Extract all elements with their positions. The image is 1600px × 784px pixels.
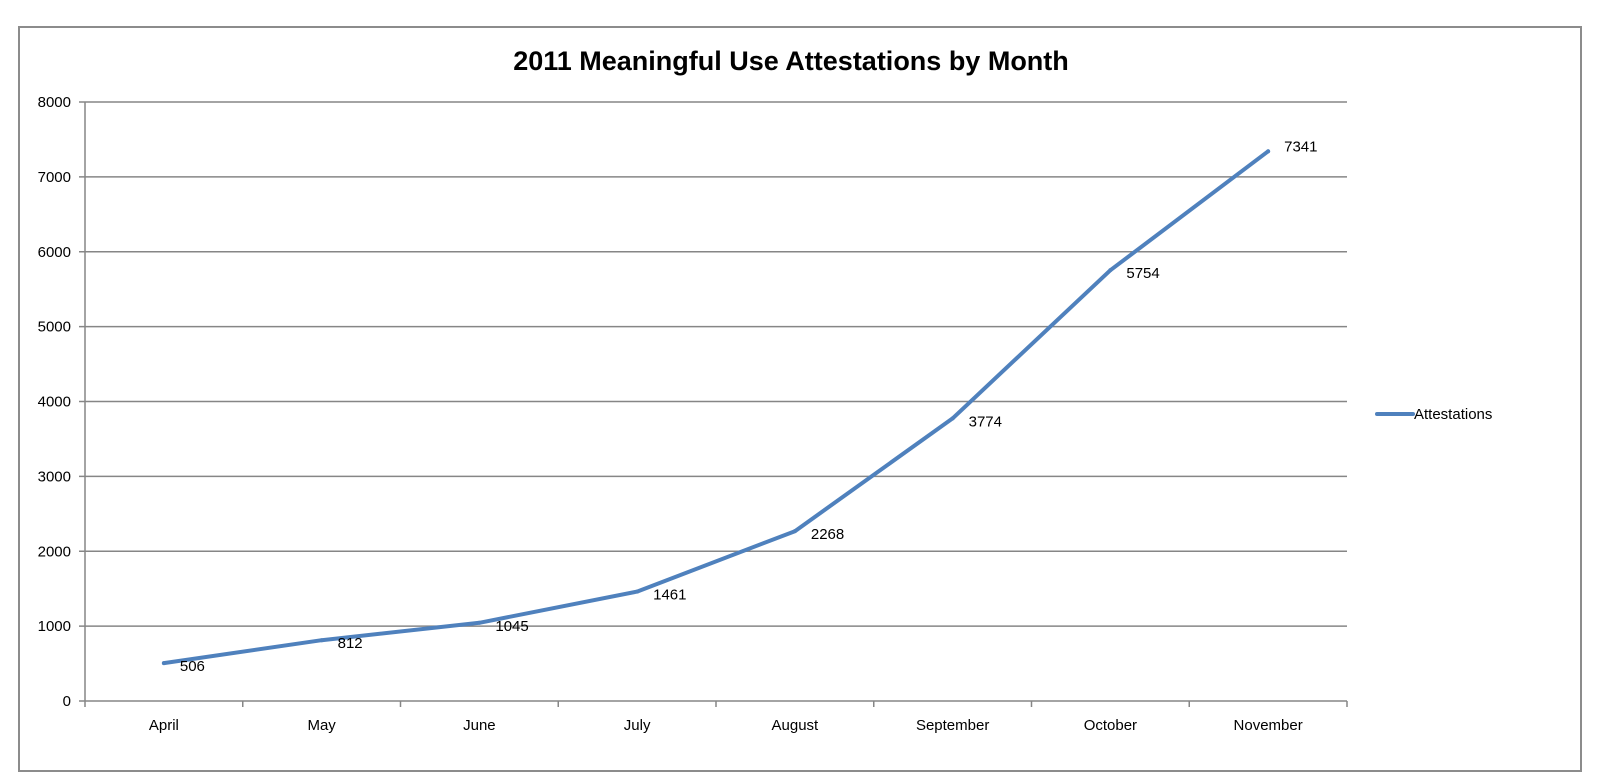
data-point-august <box>792 529 797 534</box>
y-tick-label: 0 <box>63 693 71 710</box>
axes <box>79 101 1348 707</box>
x-tick-label-october: October <box>1084 717 1137 734</box>
grid-lines <box>85 101 1347 627</box>
data-point-june <box>477 620 482 625</box>
x-tick-label-april: April <box>149 717 179 734</box>
y-axis-tick-labels: 0 1000 2000 3000 4000 5000 6000 7000 8000 <box>38 94 71 710</box>
data-point-november <box>1266 149 1271 154</box>
y-tick-label: 4000 <box>38 394 71 411</box>
data-label-june: 1045 <box>495 618 528 635</box>
data-label-july: 1461 <box>653 587 686 604</box>
chart-title: 2011 Meaningful Use Attestations by Mont… <box>513 46 1069 76</box>
data-point-april <box>161 661 166 666</box>
data-label-may: 812 <box>338 635 363 652</box>
data-label-november: 7341 <box>1284 138 1317 155</box>
y-tick-label: 5000 <box>38 319 71 336</box>
x-axis-tick-labels: April May June July August September October No… <box>149 717 1303 734</box>
data-point-september <box>950 416 955 421</box>
x-tick-label-september: September <box>916 717 989 734</box>
data-point-may <box>319 638 324 643</box>
legend: Attestations <box>1375 406 1492 423</box>
y-tick-label: 2000 <box>38 543 71 560</box>
legend-entry-attestations: Attestations <box>1414 406 1492 423</box>
data-label-october: 5754 <box>1126 265 1159 282</box>
x-tick-label-july: July <box>624 717 651 734</box>
data-labels: 506 812 1045 1461 2268 3774 5754 7341 <box>180 138 1318 675</box>
x-tick-label-november: November <box>1234 717 1303 734</box>
x-tick-label-august: August <box>772 717 820 734</box>
data-label-april: 506 <box>180 658 205 675</box>
y-tick-label: 1000 <box>38 618 71 635</box>
x-tick-label-may: May <box>307 717 336 734</box>
y-tick-label: 3000 <box>38 468 71 485</box>
data-point-october <box>1108 268 1113 273</box>
series-line-attestations <box>161 149 1271 666</box>
y-tick-label: 8000 <box>38 94 71 111</box>
data-point-july <box>635 589 640 594</box>
y-tick-label: 6000 <box>38 244 71 261</box>
series-attestations <box>161 149 1271 666</box>
x-tick-label-june: June <box>463 717 496 734</box>
data-label-august: 2268 <box>811 526 844 543</box>
data-label-september: 3774 <box>969 413 1002 430</box>
y-tick-label: 7000 <box>38 169 71 186</box>
